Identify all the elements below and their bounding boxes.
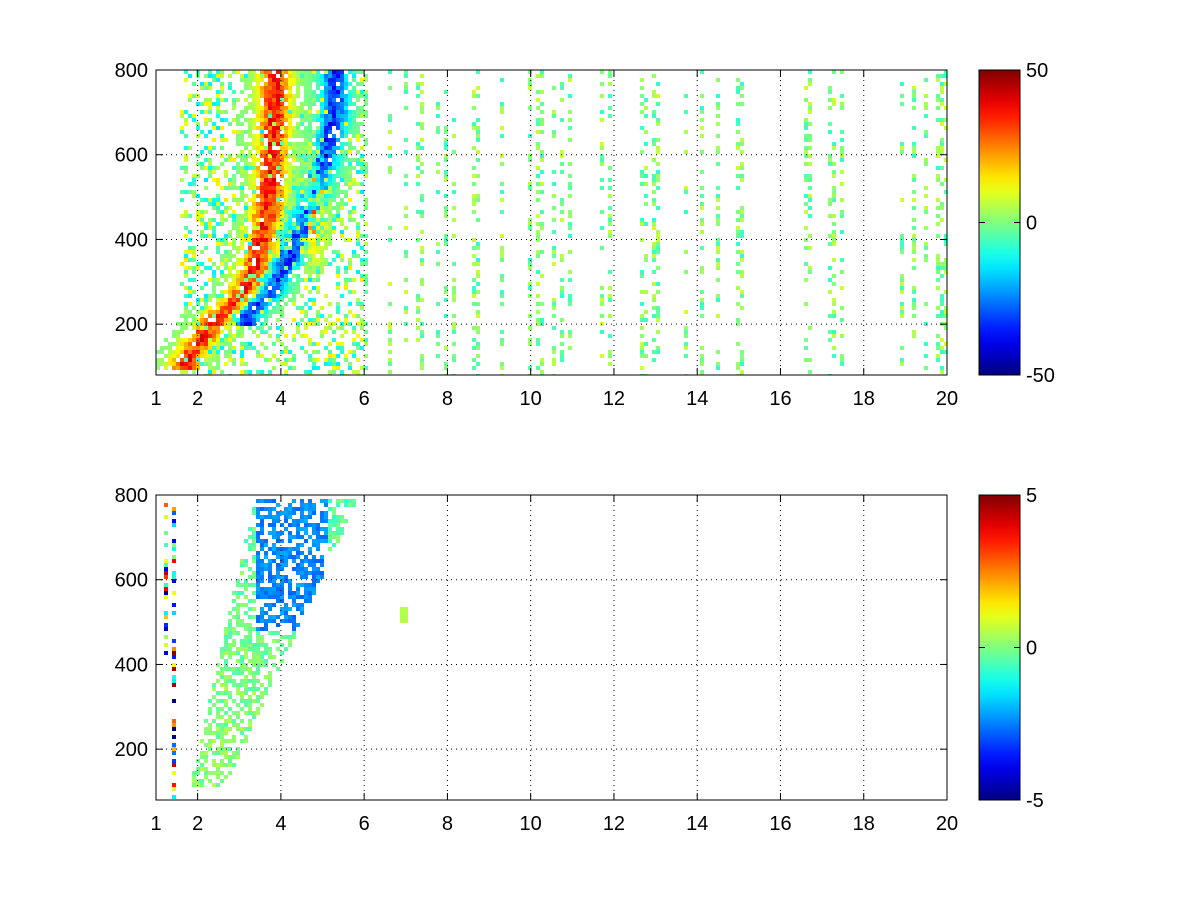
- x-tick-label: 4: [275, 388, 286, 410]
- colorbar-tick-label: 50: [1026, 60, 1048, 82]
- y-tick-label: 400: [115, 229, 148, 251]
- colorbar-gradient: [979, 495, 1020, 800]
- x-tick-label: 8: [442, 388, 453, 410]
- x-tick-label: 1: [150, 813, 161, 835]
- x-tick-label: 14: [686, 813, 708, 835]
- y-tick-label: 600: [115, 570, 148, 592]
- x-tick-label: 8: [442, 813, 453, 835]
- y-tick-label: 800: [115, 60, 148, 82]
- colorbar-tick-label: 5: [1026, 485, 1037, 507]
- plot-area: [156, 495, 947, 800]
- x-tick-label: 14: [686, 388, 708, 410]
- x-tick-label: 18: [853, 813, 875, 835]
- x-tick-label: 2: [192, 813, 203, 835]
- grid-lines: [156, 70, 947, 375]
- colorbar-tick-label: 0: [1026, 638, 1037, 660]
- x-tick-label: 18: [853, 388, 875, 410]
- colorbar: -5 0 5: [978, 485, 1044, 812]
- colorbar: -50 0 50: [978, 60, 1055, 387]
- grid-lines: [156, 495, 947, 800]
- x-tick-label: 10: [520, 813, 542, 835]
- x-tick-label: 20: [936, 813, 958, 835]
- colorbar-gradient: [979, 70, 1020, 375]
- x-tick-label: 10: [520, 388, 542, 410]
- x-tick-label: 12: [603, 813, 625, 835]
- x-tick-label: 16: [769, 813, 791, 835]
- x-tick-label: 20: [936, 388, 958, 410]
- x-tick-label: 1: [150, 388, 161, 410]
- y-tick-label: 600: [115, 145, 148, 167]
- axes-frame: [155, 494, 948, 801]
- y-tick-label: 200: [115, 314, 148, 336]
- x-tick-label: 4: [275, 813, 286, 835]
- x-tick-label: 12: [603, 388, 625, 410]
- heatmap-cells: [156, 70, 947, 375]
- x-tick-label: 6: [359, 813, 370, 835]
- y-tick-label: 400: [115, 654, 148, 676]
- colorbar-tick-label: -50: [1026, 365, 1055, 387]
- x-tick-label: 2: [192, 388, 203, 410]
- y-tick-label: 200: [115, 739, 148, 761]
- colorbar-tick-label: -5: [1026, 790, 1044, 812]
- axes-frame: [155, 69, 948, 376]
- colorbar-tick-label: 0: [1026, 213, 1037, 235]
- x-tick-label: 16: [769, 388, 791, 410]
- x-tick-label: 6: [359, 388, 370, 410]
- heatmap-cells: [164, 499, 408, 799]
- y-tick-label: 800: [115, 485, 148, 507]
